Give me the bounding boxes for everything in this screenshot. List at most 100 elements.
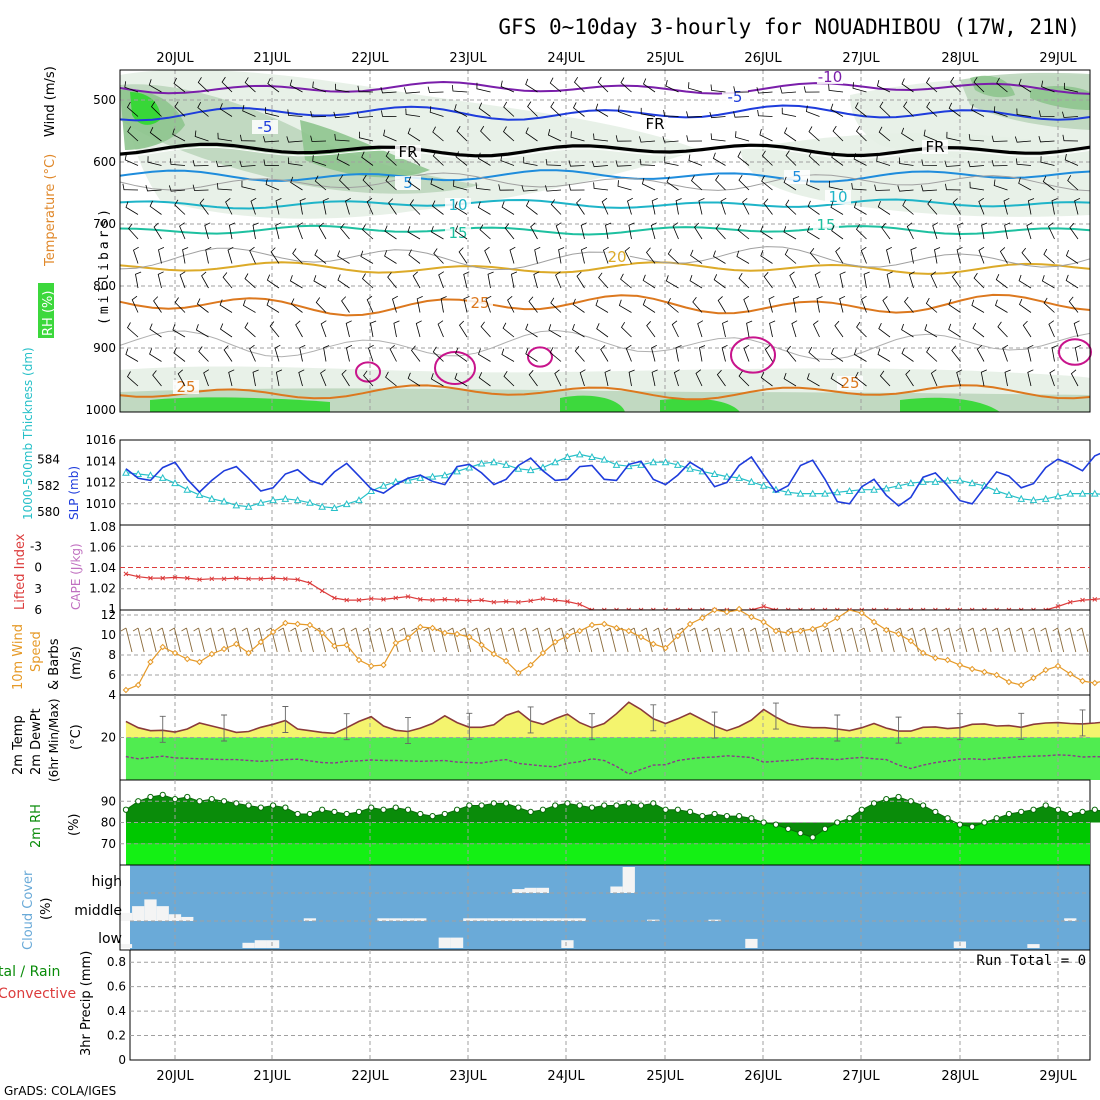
wind-barb [548, 324, 562, 338]
wind-barb [228, 222, 236, 240]
wind-barb [174, 101, 186, 117]
thickness-point [992, 486, 1001, 494]
wind-barb [1040, 156, 1055, 166]
wind-barb [688, 82, 703, 93]
contour-line [119, 169, 1091, 183]
thickness-point [686, 464, 694, 472]
millibars-axis-label: (millibars) [97, 206, 112, 325]
wind-barb [856, 321, 867, 338]
wind10-barb [1064, 627, 1077, 653]
wind10-barb [386, 627, 399, 653]
wind-barb [952, 198, 961, 215]
rh2m-point [1030, 806, 1037, 813]
thickness-point [735, 473, 743, 481]
wind-barb [179, 271, 186, 289]
lifted-index-point [430, 597, 435, 603]
wind-barb [853, 348, 867, 362]
wind-barb [149, 200, 162, 215]
wind-barb [361, 273, 374, 289]
rh2m-point [797, 830, 804, 837]
wind10-point [1091, 679, 1098, 687]
wind10-barb [241, 627, 254, 653]
wind10-point [576, 627, 583, 635]
rh2m-point [490, 800, 497, 807]
wind-barb [976, 344, 985, 362]
wind-barb [430, 226, 444, 240]
contour-label-bg [817, 70, 843, 84]
rh2m-point [1018, 808, 1025, 815]
wind-barb [993, 179, 1008, 191]
wind-barb [806, 178, 820, 191]
wind-barb [722, 320, 729, 338]
lifted-index-point [393, 595, 399, 601]
contour-label: 25 [470, 294, 489, 312]
lifted-index-point [221, 576, 227, 582]
wind10-point [834, 614, 841, 622]
wind-barb [764, 345, 773, 362]
wind-barb [502, 322, 515, 338]
cloud-bar-low [450, 937, 464, 948]
wind-barb [219, 299, 233, 313]
wind-barb [334, 133, 350, 142]
cloud-panel-bg [130, 865, 1090, 950]
wind-barb [910, 247, 917, 264]
contour-label: 25 [840, 374, 859, 392]
wind10-barb [1016, 627, 1028, 653]
contour-label: 25 [176, 378, 195, 396]
wind-barb [456, 125, 468, 142]
wind-barb [366, 295, 374, 313]
day-labels-top: 20JUL 21JUL 22JUL 23JUL 24JUL 25JUL 26JUL 27JUL… [156, 51, 1077, 66]
wind-barb [763, 198, 773, 215]
wind-barb [215, 160, 233, 168]
wind10-panel: 12 10 8 6 4 10m Wind Speed & Barbs (m/s) [11, 605, 1100, 702]
thickness-point [1041, 494, 1050, 502]
cloud-bar-middle [647, 919, 660, 921]
wind-barb [743, 295, 750, 313]
wind-barb [362, 174, 374, 191]
wind-barb [665, 80, 679, 93]
wind-barb [479, 224, 491, 240]
wind10-barb [556, 627, 569, 653]
minmax-whisker [1018, 712, 1025, 740]
wind10-barb [326, 627, 339, 653]
thickness-point [342, 500, 351, 508]
wind-barb [267, 78, 280, 93]
rh2m-point [331, 808, 338, 815]
wind-barb [851, 183, 867, 191]
wind-barb [783, 176, 797, 191]
wind-barb [973, 272, 985, 289]
lifted-index-point [1080, 597, 1085, 603]
wind-barb [901, 127, 914, 142]
wind-barb [410, 345, 421, 362]
rh2m-point [196, 798, 203, 805]
slp-tick: 1010 [85, 497, 116, 511]
rh2m-point [417, 810, 424, 818]
wind-barb [157, 271, 164, 289]
thickness-point [195, 490, 204, 498]
cloud-bar-middle [561, 918, 574, 921]
rh2m-point [1079, 808, 1086, 815]
wind10-point [233, 640, 240, 648]
wind10-point [735, 605, 743, 613]
wind-barb [407, 226, 421, 240]
wind-barb [504, 223, 515, 240]
rh2m-point [699, 813, 706, 820]
wind-barb [476, 82, 491, 93]
cloud-bar-middle [524, 918, 537, 921]
wind10-point [196, 658, 203, 666]
wind10-barb [568, 627, 581, 653]
wind10-point [282, 619, 289, 627]
precip-tick: 0 [118, 1053, 126, 1067]
thickness-point [122, 468, 130, 476]
wind-barb [780, 87, 797, 94]
rh2m-point [319, 806, 326, 813]
thickness-point [269, 496, 277, 504]
lifted-index-point [270, 575, 276, 581]
rh2m-point [135, 798, 142, 805]
rh-band-mid [126, 822, 1090, 844]
rh2m-point [184, 793, 191, 801]
t2m-unit: (°C) [69, 724, 84, 750]
minmax-whisker [1079, 709, 1086, 737]
